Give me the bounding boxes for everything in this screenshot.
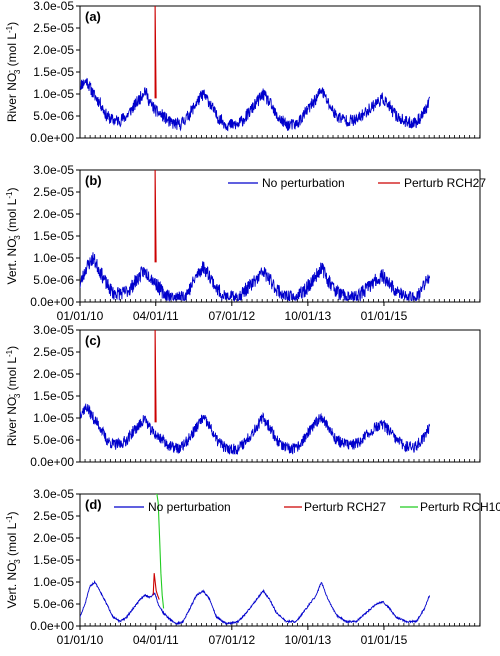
y-tick-label: 1.5e-05 [33, 65, 74, 79]
series-group [80, 330, 431, 455]
legend-label-1: Perturb RCH27 [304, 500, 386, 514]
y-tick-label: 1.0e-05 [33, 411, 74, 425]
y-tick-label: 1.5e-05 [33, 389, 74, 403]
series-group [80, 494, 431, 626]
y-axis-label: River NO-3 (mol L-1) [5, 346, 23, 446]
y-tick-label: 2.0e-05 [33, 43, 74, 57]
series-line-1 [154, 330, 157, 423]
y-tick-label: 0.0e+00 [30, 455, 74, 469]
legend-label-0: No perturbation [148, 500, 231, 514]
y-tick-label: 5.0e-06 [33, 597, 74, 611]
x-tick-label: 01/01/15 [361, 309, 408, 323]
plot-frame [79, 329, 481, 463]
y-tick-label: 2.5e-05 [33, 185, 74, 199]
y-tick-label: 5.0e-06 [33, 433, 74, 447]
x-tick-label: 01/01/15 [361, 633, 408, 647]
series-line-1 [152, 573, 160, 600]
series-line-0 [80, 579, 431, 626]
x-tick-label: 04/01/11 [133, 309, 179, 323]
series-group [80, 170, 431, 302]
x-tick-label: 10/01/13 [285, 309, 332, 323]
panel-label: (b) [85, 173, 102, 188]
series-line-0 [80, 77, 431, 132]
y-tick-label: 5.0e-06 [33, 273, 74, 287]
legend: No perturbation Perturb RCH27 [228, 176, 486, 190]
series-line-1 [154, 170, 157, 263]
x-tick-label: 07/01/12 [208, 633, 255, 647]
y-tick-label: 1.0e-05 [33, 575, 74, 589]
legend-label-1: Perturb RCH27 [404, 176, 486, 190]
y-tick-label: 2.5e-05 [33, 21, 74, 35]
y-axis-label: Vert. NO-3 (mol L-1) [5, 512, 23, 609]
panel-a: 0.0e+00 5.0e-06 1.0e-05 1.5e-05 2.0e-05 2.5e-… [5, 0, 481, 145]
legend-label-2: Perturb RCH101 [420, 500, 500, 514]
y-tick-label: 2.0e-05 [33, 531, 74, 545]
x-tick-label: 10/01/13 [285, 633, 332, 647]
y-axis-label: Vert. NO-3 (mol L-1) [5, 188, 23, 285]
y-tick-label: 2.5e-05 [33, 345, 74, 359]
x-tick-label: 07/01/12 [208, 309, 255, 323]
legend: No perturbation Perturb RCH27 Perturb RCH1… [114, 500, 500, 514]
series-line-2 [155, 494, 165, 609]
y-tick-label: 1.5e-05 [33, 229, 74, 243]
y-axis-label: River NO-3 (mol L-1) [5, 22, 23, 122]
y-tick-label: 3.0e-05 [33, 163, 74, 177]
panel-b: 0.0e+00 5.0e-06 1.0e-05 1.5e-05 2.0e-05 2.5e-… [5, 163, 487, 323]
y-tick-label: 3.0e-05 [33, 487, 74, 501]
y-tick-label: 3.0e-05 [33, 0, 74, 13]
series-line-0 [80, 252, 431, 302]
series-line-0 [80, 403, 431, 455]
legend-label-0: No perturbation [262, 176, 345, 190]
panel-d: 0.0e+00 5.0e-06 1.0e-05 1.5e-05 2.0e-05 2.5e-… [5, 487, 500, 647]
y-tick-label: 1.0e-05 [33, 251, 74, 265]
y-tick-label: 1.0e-05 [33, 87, 74, 101]
y-tick-label: 2.0e-05 [33, 367, 74, 381]
y-tick-label: 1.5e-05 [33, 553, 74, 567]
panel-label: (a) [85, 9, 101, 24]
x-tick-label: 01/01/10 [57, 309, 104, 323]
y-tick-label: 0.0e+00 [30, 131, 74, 145]
y-tick-label: 3.0e-05 [33, 323, 74, 337]
y-tick-label: 0.0e+00 [30, 619, 74, 633]
panel-label: (d) [85, 497, 102, 512]
y-tick-label: 2.0e-05 [33, 207, 74, 221]
series-group [80, 6, 431, 132]
panel-label: (c) [85, 333, 101, 348]
x-tick-label: 04/01/11 [133, 633, 179, 647]
series-line-1 [154, 6, 157, 99]
x-tick-label: 01/01/10 [57, 633, 104, 647]
y-tick-label: 2.5e-05 [33, 509, 74, 523]
y-tick-label: 5.0e-06 [33, 109, 74, 123]
panel-c: 0.0e+00 5.0e-06 1.0e-05 1.5e-05 2.0e-05 2.5e-… [5, 323, 481, 469]
y-tick-label: 0.0e+00 [30, 295, 74, 309]
